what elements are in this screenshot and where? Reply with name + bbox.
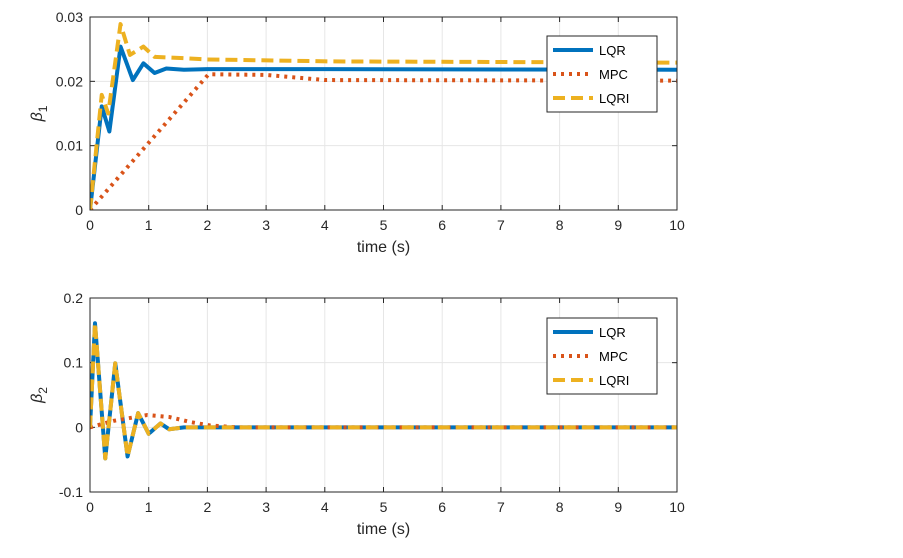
legend-label: LQRI	[599, 91, 629, 106]
x-tick-label: 2	[204, 217, 212, 233]
x-tick-label: 8	[556, 499, 564, 515]
y-tick-label: 0.03	[56, 9, 83, 25]
x-tick-label: 5	[380, 499, 388, 515]
x-tick-label: 10	[669, 499, 685, 515]
y-tick-label: 0.02	[56, 73, 83, 89]
x-tick-label: 7	[497, 217, 505, 233]
y-axis-symbol: β	[29, 394, 46, 404]
y-tick-label: 0.01	[56, 138, 83, 154]
x-tick-label: 4	[321, 499, 329, 515]
series-line-lqri	[90, 321, 677, 461]
y-tick-label: 0.1	[64, 355, 84, 371]
x-tick-label: 4	[321, 217, 329, 233]
x-axis-label: time (s)	[357, 521, 410, 538]
legend-label: MPC	[599, 349, 628, 364]
legend-label: LQR	[599, 325, 626, 340]
legend-label: MPC	[599, 67, 628, 82]
y-axis-subscript: 1	[36, 105, 50, 112]
legend-label: LQRI	[599, 373, 629, 388]
x-tick-label: 2	[204, 499, 212, 515]
series-line-mpc	[90, 72, 677, 210]
axes-box	[89, 297, 678, 493]
y-tick-label: -0.1	[59, 484, 83, 500]
x-tick-label: 0	[86, 499, 94, 515]
x-tick-label: 8	[556, 217, 564, 233]
x-tick-label: 1	[145, 499, 153, 515]
legend: LQR MPC LQRI	[546, 35, 658, 113]
x-tick-label: 6	[438, 499, 446, 515]
x-tick-label: 7	[497, 499, 505, 515]
x-tick-label: 6	[438, 217, 446, 233]
series-line-lqri	[90, 22, 677, 210]
y-axis-label: β2	[29, 387, 50, 404]
y-axis-symbol: β	[29, 112, 46, 122]
x-tick-label: 0	[86, 217, 94, 233]
legend-label: LQR	[599, 43, 626, 58]
x-tick-label: 10	[669, 217, 685, 233]
legend: LQR MPC LQRI	[546, 317, 658, 395]
x-tick-label: 1	[145, 217, 153, 233]
y-axis-label: β1	[29, 105, 50, 122]
x-tick-label: 9	[614, 217, 622, 233]
x-tick-label: 5	[380, 217, 388, 233]
y-tick-label: 0	[75, 419, 83, 435]
x-tick-label: 9	[614, 499, 622, 515]
x-tick-label: 3	[262, 499, 270, 515]
x-tick-label: 3	[262, 217, 270, 233]
series-line-lqr	[90, 44, 677, 210]
y-axis-subscript: 2	[36, 387, 50, 394]
axes-box	[89, 16, 678, 211]
y-tick-label: 0	[75, 202, 83, 218]
x-axis-label: time (s)	[357, 239, 410, 256]
y-tick-label: 0.2	[64, 290, 84, 306]
